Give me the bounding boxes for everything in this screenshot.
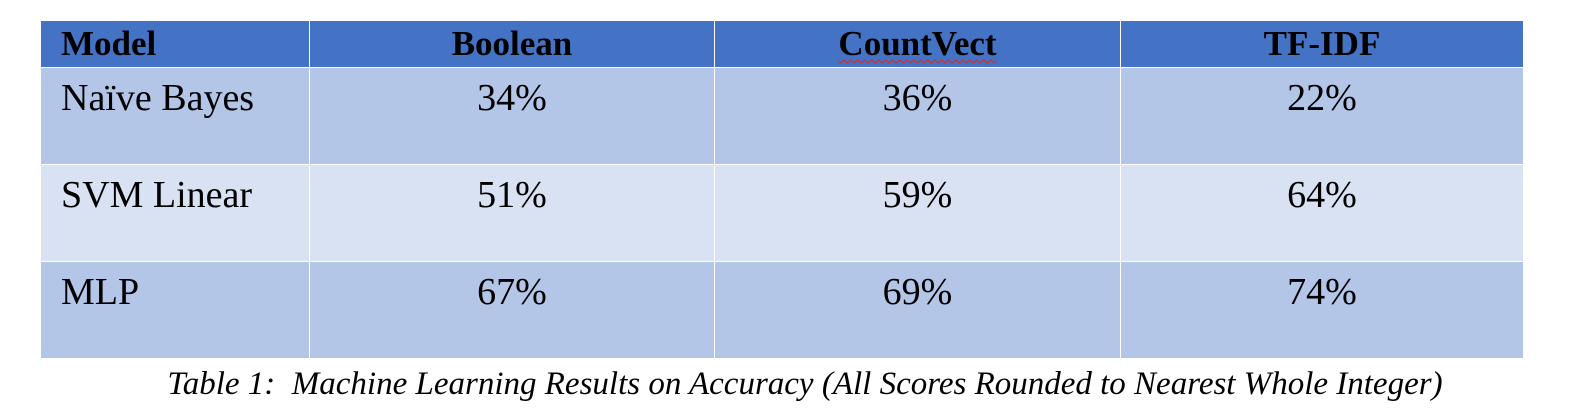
cell-boolean: 51% xyxy=(309,164,715,262)
results-table: Model Boolean CountVect TF-IDF Naïve Bay… xyxy=(40,20,1524,359)
cell-boolean: 34% xyxy=(309,67,715,165)
cell-countvect: 59% xyxy=(714,164,1121,262)
cell-tfidf: 22% xyxy=(1120,67,1524,165)
cell-model: Naïve Bayes xyxy=(40,67,310,165)
cell-countvect: 36% xyxy=(714,67,1121,165)
table-row: Naïve Bayes 34% 36% 22% xyxy=(40,67,1524,165)
table-caption: Table 1: Machine Learning Results on Acc… xyxy=(167,366,1443,402)
table-row: SVM Linear 51% 59% 64% xyxy=(40,164,1524,262)
header-model: Model xyxy=(40,20,310,68)
cell-boolean: 67% xyxy=(309,261,715,359)
table-row: MLP 67% 69% 74% xyxy=(40,261,1524,359)
cell-model: MLP xyxy=(40,261,310,359)
header-countvect: CountVect xyxy=(714,20,1121,68)
cell-model: SVM Linear xyxy=(40,164,310,262)
header-boolean: Boolean xyxy=(309,20,715,68)
cell-tfidf: 74% xyxy=(1120,261,1524,359)
table-header-row: Model Boolean CountVect TF-IDF xyxy=(40,20,1524,68)
cell-tfidf: 64% xyxy=(1120,164,1524,262)
header-tfidf: TF-IDF xyxy=(1120,20,1524,68)
cell-countvect: 69% xyxy=(714,261,1121,359)
spellcheck-underlined-text: CountVect xyxy=(838,24,997,63)
